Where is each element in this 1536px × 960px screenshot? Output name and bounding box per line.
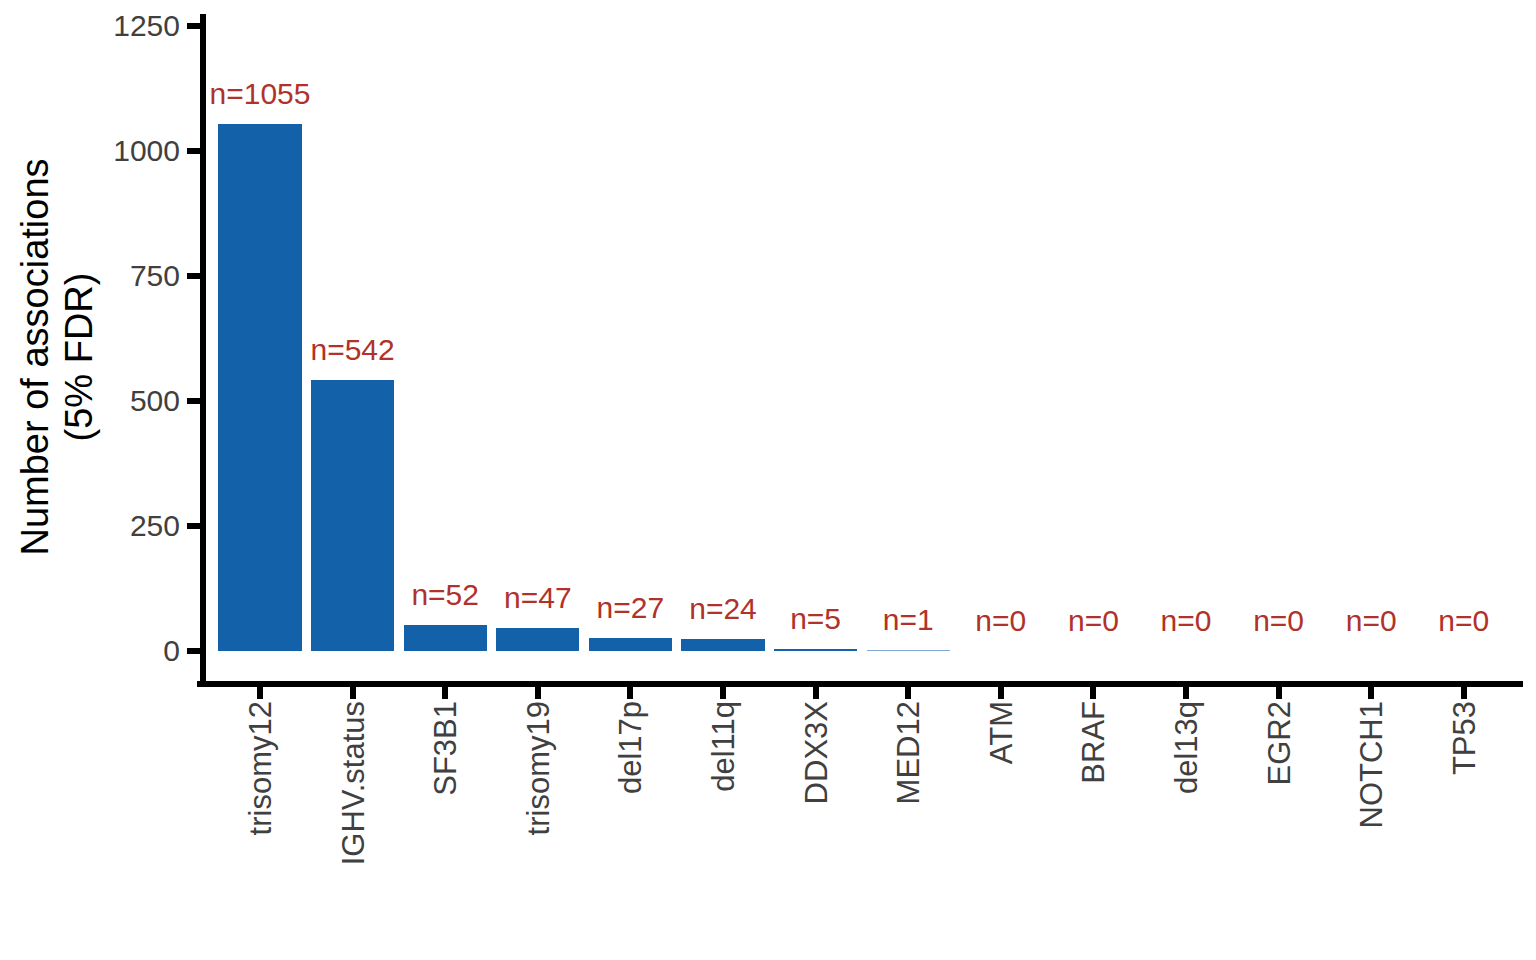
- x-tick-label: MED12: [893, 701, 924, 804]
- x-tick-label: del17p: [615, 701, 646, 794]
- bar: [496, 628, 579, 652]
- bar-value-label: n=0: [1438, 606, 1489, 636]
- y-tick: [187, 23, 200, 29]
- x-tick: [813, 687, 819, 699]
- x-tick-label: SF3B1: [430, 701, 461, 796]
- x-axis-line: [197, 681, 1523, 687]
- bar: [218, 124, 301, 652]
- x-tick: [1276, 687, 1282, 699]
- bar-chart-figure: Number of associations (5% FDR) 0 250 500 7…: [0, 0, 1536, 960]
- y-tick-label: 250: [20, 510, 180, 542]
- bar-value-label: n=0: [975, 606, 1026, 636]
- x-tick-label: ATM: [985, 701, 1016, 764]
- bar-value-label: n=27: [597, 593, 665, 623]
- bar-value-label: n=542: [310, 335, 394, 365]
- x-tick: [1090, 687, 1096, 699]
- y-tick: [187, 648, 200, 654]
- bar-value-label: n=52: [411, 580, 479, 610]
- x-tick: [1368, 687, 1374, 699]
- bar: [311, 380, 394, 651]
- bar: [774, 649, 857, 652]
- y-axis-line: [200, 14, 206, 687]
- y-tick-label: 750: [20, 260, 180, 292]
- x-tick: [720, 687, 726, 699]
- bar-value-label: n=0: [1161, 606, 1212, 636]
- x-tick-label: trisomy19: [522, 701, 553, 835]
- bar-value-label: n=0: [1346, 606, 1397, 636]
- x-tick-label: NOTCH1: [1356, 701, 1387, 828]
- bar-value-label: n=0: [1253, 606, 1304, 636]
- x-tick: [442, 687, 448, 699]
- x-tick: [905, 687, 911, 699]
- bar-value-label: n=1055: [210, 79, 311, 109]
- bar-value-label: n=1: [883, 605, 934, 635]
- x-tick-label: DDX3X: [800, 701, 831, 804]
- x-tick: [627, 687, 633, 699]
- x-tick: [257, 687, 263, 699]
- bar: [867, 650, 950, 651]
- x-tick-label: del13q: [1171, 701, 1202, 794]
- x-tick-label: EGR2: [1263, 701, 1294, 785]
- x-tick: [1183, 687, 1189, 699]
- bar: [589, 638, 672, 652]
- bar: [404, 625, 487, 651]
- x-tick-label: IGHV.status: [337, 701, 368, 865]
- y-tick: [187, 273, 200, 279]
- x-tick-label: del11q: [708, 701, 739, 792]
- y-tick-label: 500: [20, 385, 180, 417]
- y-tick-label: 1000: [20, 135, 180, 167]
- y-axis-title-line2: (5% FDR): [57, 158, 101, 555]
- x-tick: [350, 687, 356, 699]
- bar-value-label: n=47: [504, 583, 572, 613]
- y-tick-label: 1250: [20, 10, 180, 42]
- bar-value-label: n=5: [790, 604, 841, 634]
- x-tick: [1461, 687, 1467, 699]
- y-tick: [187, 398, 200, 404]
- y-axis-title-line1: Number of associations: [13, 158, 57, 555]
- y-tick-label: 0: [20, 635, 180, 667]
- x-tick-label: BRAF: [1078, 701, 1109, 784]
- bar-value-label: n=24: [689, 594, 757, 624]
- y-tick: [187, 148, 200, 154]
- y-axis-title: Number of associations (5% FDR): [13, 158, 101, 555]
- bar: [681, 639, 764, 651]
- x-tick: [998, 687, 1004, 699]
- x-tick: [535, 687, 541, 699]
- x-tick-label: trisomy12: [245, 701, 276, 835]
- bar-value-label: n=0: [1068, 606, 1119, 636]
- y-tick: [187, 523, 200, 529]
- x-tick-label: TP53: [1448, 701, 1479, 775]
